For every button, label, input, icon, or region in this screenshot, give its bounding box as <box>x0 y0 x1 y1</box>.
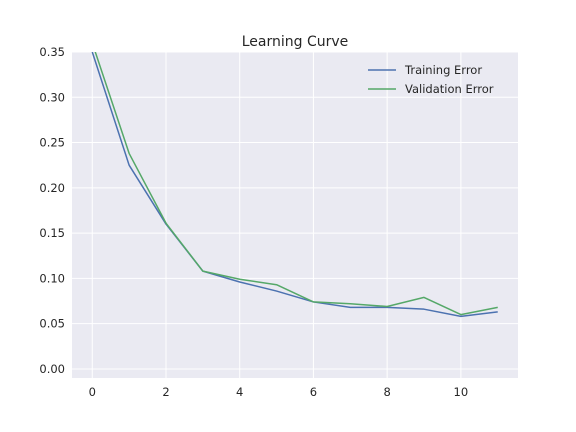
x-tick-label: 2 <box>162 385 169 399</box>
y-tick-label: 0.15 <box>39 226 65 240</box>
series-line-training-error <box>91 52 498 318</box>
y-tick-label: 0.30 <box>39 90 65 104</box>
x-tick-label: 0 <box>89 385 96 399</box>
y-tick-label: 0.25 <box>39 136 65 150</box>
y-tick-label: 0.10 <box>39 271 65 285</box>
x-tick-label: 8 <box>383 385 390 399</box>
x-axis: 0 2 4 6 8 10 <box>89 385 469 399</box>
series-line-validation-error <box>94 52 498 316</box>
y-tick-label: 0.00 <box>39 362 65 376</box>
grid-lines <box>72 51 518 378</box>
legend: Training Error Validation Error <box>368 63 494 96</box>
y-tick-label: 0.20 <box>39 181 65 195</box>
series-lines <box>91 52 498 318</box>
chart-title: Learning Curve <box>242 34 349 50</box>
x-tick-label: 4 <box>236 385 243 399</box>
y-tick-label: 0.05 <box>39 317 65 331</box>
x-tick-label: 10 <box>454 385 469 399</box>
legend-label: Validation Error <box>405 82 494 96</box>
plot-area <box>72 52 518 378</box>
y-tick-label: 0.35 <box>39 45 65 59</box>
y-axis: 0.00 0.05 0.10 0.15 0.20 0.25 0.30 0.35 <box>39 45 65 376</box>
x-tick-label: 6 <box>310 385 317 399</box>
legend-label: Training Error <box>404 63 482 77</box>
